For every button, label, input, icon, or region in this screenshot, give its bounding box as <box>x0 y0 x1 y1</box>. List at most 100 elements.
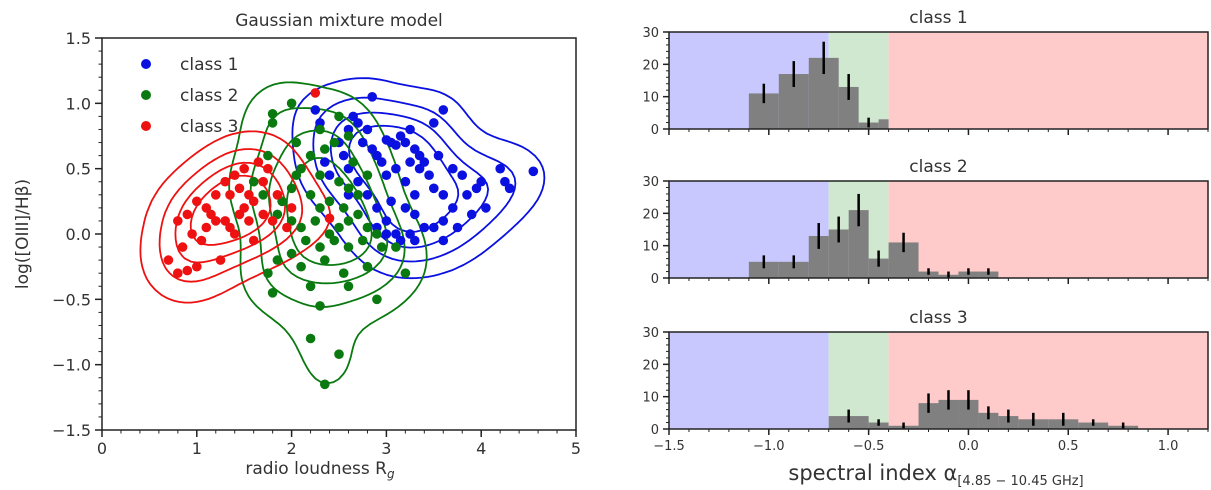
scatter-point <box>310 216 321 226</box>
scatter-point <box>324 213 335 224</box>
x-tick-label: 5 <box>571 439 581 458</box>
legend: class 1 class 2 class 3 <box>141 55 238 137</box>
y-tick-label: 1.5 <box>66 29 91 48</box>
scatter-point <box>353 176 363 187</box>
scatter-point <box>438 235 449 246</box>
scatter-point <box>263 163 273 174</box>
scatter-point <box>400 137 411 148</box>
x-tick-label: 3 <box>381 439 391 458</box>
scatter-point <box>429 222 439 233</box>
scatter-point <box>305 190 316 200</box>
scatter-point <box>163 255 174 265</box>
histogram-frame <box>668 31 1209 130</box>
histogram-bar <box>828 229 849 278</box>
histogram-title: class 1 <box>909 8 967 28</box>
scatter-point <box>400 268 411 279</box>
y-tick-label: 0 <box>651 423 659 438</box>
scatter-point <box>495 163 506 174</box>
scatter-point <box>457 170 468 180</box>
scatter-point <box>248 235 259 246</box>
scatter-point <box>329 137 340 148</box>
scatter-point <box>229 170 240 180</box>
contour-line <box>312 96 517 263</box>
histogram-bar <box>918 403 939 429</box>
scatter-point <box>528 166 539 177</box>
scatter-point <box>187 229 197 239</box>
shaded-region <box>888 181 1208 278</box>
histogram-bar <box>748 261 779 278</box>
y-tick-label: 30 <box>642 175 659 190</box>
points-class-1 <box>310 92 539 246</box>
scatter-point <box>372 203 382 213</box>
x-tick-label: 0.5 <box>1058 439 1079 454</box>
scatter-y-axis: 1.5 1.0 0.5 0.0 −0.5 −1.0 −1.5 <box>52 29 102 440</box>
contour-line <box>158 148 304 283</box>
scatter-point <box>405 157 415 167</box>
scatter-point <box>391 163 401 174</box>
x-tick-label: 0.0 <box>958 439 979 454</box>
points-class-2 <box>248 98 411 390</box>
scatter-point <box>320 157 330 167</box>
scatter-point <box>353 118 363 128</box>
scatter-point <box>286 248 297 259</box>
scatter-point <box>438 105 449 115</box>
scatter-point <box>267 288 278 298</box>
scatter-point <box>424 170 434 180</box>
scatter-point <box>481 203 491 213</box>
scatter-point <box>239 163 249 174</box>
scatter-point <box>429 118 439 128</box>
y-tick-label: 0 <box>651 272 659 287</box>
scatter-point <box>448 203 458 213</box>
histogram-class-2: class 2 0 10 20 30 <box>642 157 1209 287</box>
scatter-point <box>173 268 183 279</box>
x-tick-label: 2 <box>287 439 297 458</box>
scatter-point <box>414 163 425 174</box>
scatter-point <box>315 301 325 311</box>
scatter-point <box>272 255 283 265</box>
scatter-point <box>353 190 363 200</box>
scatter-point <box>263 268 273 279</box>
histogram-frame <box>668 331 1209 430</box>
scatter-point <box>296 261 306 272</box>
legend-marker <box>141 90 151 100</box>
scatter-point <box>286 203 297 213</box>
histogram-bar <box>978 412 999 429</box>
scatter-point <box>410 235 420 246</box>
scatter-point <box>258 176 269 187</box>
scatter-point <box>192 196 202 207</box>
y-tick-label: 30 <box>642 26 659 41</box>
scatter-point <box>476 176 487 187</box>
scatter-point <box>362 261 373 272</box>
points-class-3 <box>163 88 335 279</box>
histogram-x-axis-label: spectral index α[4.85 − 10.45 GHz] <box>788 461 1083 489</box>
y-tick-label: −1.0 <box>52 356 91 375</box>
scatter-point <box>267 118 278 128</box>
scatter-point <box>196 235 207 246</box>
histogram-frame <box>668 180 1209 279</box>
y-tick-label: −0.5 <box>52 290 91 309</box>
contours-class-2 <box>228 81 428 385</box>
scatter-point <box>310 88 321 98</box>
x-tick-label: 4 <box>476 439 486 458</box>
scatter-point <box>362 170 373 180</box>
scatter-point <box>338 150 349 161</box>
scatter-point <box>334 111 344 122</box>
histogram-bar <box>778 261 809 278</box>
scatter-point <box>258 190 269 200</box>
histogram-bar <box>848 210 869 278</box>
scatter-point <box>381 170 392 180</box>
scatter-point <box>334 349 344 360</box>
scatter-point <box>343 131 354 141</box>
scatter-point <box>362 222 373 233</box>
histogram-bar <box>938 399 959 429</box>
y-tick-label: 0.0 <box>66 225 91 244</box>
scatter-point <box>315 124 325 135</box>
scatter-point <box>267 109 278 119</box>
scatter-point <box>338 203 349 213</box>
scatter-point <box>201 222 212 233</box>
scatter-point <box>452 222 463 233</box>
x-tick-label: 1.0 <box>1158 439 1179 454</box>
scatter-point <box>334 176 344 187</box>
scatter-point <box>376 242 387 252</box>
